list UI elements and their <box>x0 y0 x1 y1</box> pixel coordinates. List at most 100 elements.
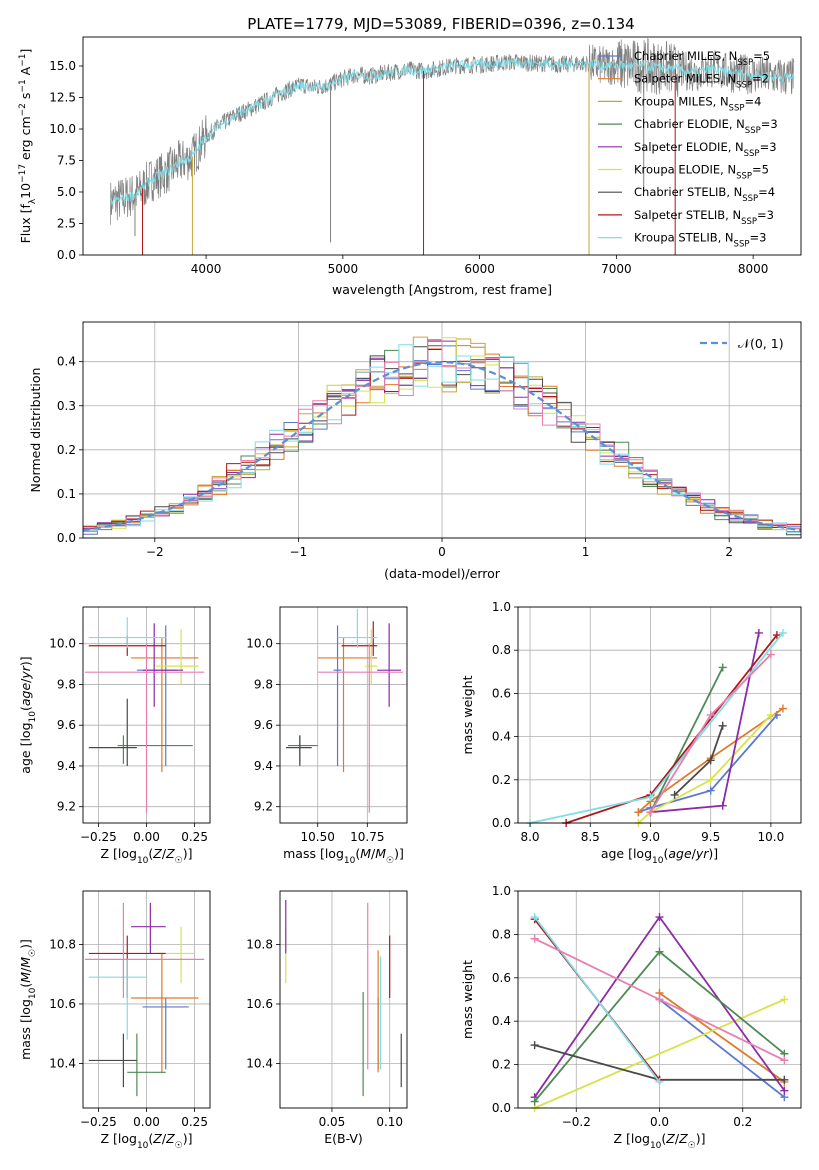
plot-area <box>83 891 210 1108</box>
label-part: λ <box>28 198 38 204</box>
legend-label-kroupa_stelib: Kroupa STELIB, NSSP=3 <box>634 231 766 250</box>
legend-label-salpeter_stelib: Salpeter STELIB, NSSP=3 <box>634 208 774 227</box>
legend-label-chabrier_stelib: Chabrier STELIB, NSSP=4 <box>634 185 775 204</box>
mass-weight-marker-salpeter_miles <box>634 808 643 817</box>
legend-text: Kroupa STELIB, N <box>634 231 734 245</box>
x-tick-label: 5000 <box>328 262 359 276</box>
legend-sub: SSP <box>736 81 752 91</box>
legend-text: Kroupa ELODIE, N <box>634 163 736 177</box>
legend-text: Kroupa MILES, N <box>634 94 729 108</box>
mass-weight-line-chabrier_elodie <box>649 667 724 813</box>
mass-weight-line-kroupa_elodie <box>637 714 772 824</box>
mass-weight-marker-salpeter_miles <box>778 704 787 713</box>
y-tick-label: 0.2 <box>492 773 511 787</box>
mass-weight-marker-kroupa_elodie <box>706 775 715 784</box>
y-tick-label: 15.0 <box>49 59 76 73</box>
label-part: Z <box>665 1131 675 1146</box>
spectrum-y-label: Flux [fλ10−17 erg cm−2 s−1 A−1] <box>18 49 38 244</box>
mass-weight-line-kroupa_stelib <box>533 916 661 1083</box>
mass-weight-marker-pink <box>766 650 775 659</box>
x-tick-label: 10.50 <box>301 830 335 844</box>
legend-text: Salpeter ELODIE, N <box>634 140 744 154</box>
label-part: age <box>668 846 692 861</box>
legend-label-normal: 𝒩(0, 1) <box>738 336 784 351</box>
residual-histogram-kroupa_stelib <box>83 344 801 533</box>
label-part: 10 <box>137 1141 149 1151</box>
plot-area <box>280 891 407 1108</box>
label-part: Z [ <box>100 846 117 861</box>
axes-frame <box>279 890 408 1109</box>
label-part: )] <box>394 846 404 861</box>
label-part: ( <box>661 1131 666 1146</box>
y-tick-label: 10.0 <box>246 637 273 651</box>
label-part: 10 <box>652 856 664 866</box>
mass-weight-marker-kroupa_stelib <box>530 913 539 922</box>
label-part: ☉ <box>175 1141 183 1151</box>
label-part: 10 <box>18 183 33 199</box>
normal-curve-line <box>82 360 802 532</box>
label-part: s <box>18 93 33 104</box>
legend-text: Salpeter STELIB, N <box>634 208 741 222</box>
label-part: )] <box>708 846 718 861</box>
y-axis-label: mass weight <box>460 960 475 1039</box>
legend-text: Chabrier ELODIE, N <box>634 117 745 131</box>
label-part: log <box>631 1131 650 1146</box>
y-tick-label: 1.0 <box>492 600 511 614</box>
mass-weight-marker-chabrier_elodie <box>718 663 727 672</box>
legend-suffix: =3 <box>757 208 774 222</box>
y-tick-label: 7.5 <box>57 153 76 167</box>
y-tick-label: 10.0 <box>49 122 76 136</box>
y-tick-label: 1.0 <box>492 884 511 898</box>
y-tick-label: 12.5 <box>49 90 76 104</box>
plot-mass_vs_ebv: 0.05 0.10 10.4 10.6 10.8 E(B-V) <box>246 890 408 1146</box>
label-part: erg cm <box>18 116 33 164</box>
x-tick-label: 1 <box>582 545 590 559</box>
label-part: / <box>162 1131 167 1146</box>
plot-area <box>82 322 802 539</box>
label-part: wavelength [Angstrom, rest frame] <box>332 282 552 297</box>
plot-area <box>110 37 795 255</box>
mass-weight-marker-chabrier_stelib <box>670 790 679 799</box>
mass-weight-marker-chabrier_stelib <box>530 1041 539 1050</box>
y-axis-label: age [log10(age/yr)] <box>18 656 38 773</box>
x-tick-label: 6000 <box>464 262 495 276</box>
axes-frame <box>82 890 211 1109</box>
label-part: log <box>118 1131 137 1146</box>
label-part: age [ <box>601 846 633 861</box>
mass-weight-marker-chabrier_elodie <box>655 947 664 956</box>
mass-weight-marker-salpeter_elodie <box>655 913 664 922</box>
label-part: )] <box>183 1131 193 1146</box>
x-tick-label: 8000 <box>738 262 769 276</box>
y-tick-label: 0.4 <box>492 730 511 744</box>
label-part: age <box>18 683 33 707</box>
y-tick-label: 10.8 <box>246 938 273 952</box>
y-tick-label: 9.4 <box>254 759 273 773</box>
legend-sub: SSP <box>745 126 761 136</box>
legend-suffix: =3 <box>749 231 766 245</box>
x-tick-label: 9.0 <box>641 830 660 844</box>
legend-sub: SSP <box>742 194 758 204</box>
legend-label-kroupa_elodie: Kroupa ELODIE, NSSP=5 <box>634 163 769 182</box>
x-tick-label: −1 <box>290 545 308 559</box>
label-part: 10 <box>28 711 38 723</box>
x-tick-label: −2 <box>146 545 164 559</box>
label-part: Z <box>165 1131 175 1146</box>
mass-weight-marker-kroupa_stelib <box>655 1077 664 1086</box>
x-axis-label: E(B-V) <box>324 1131 363 1146</box>
x-tick-label: −0.25 <box>80 1115 117 1129</box>
mass-weight-line-chabrier_miles <box>658 998 785 1098</box>
label-part: )] <box>183 846 193 861</box>
mass-weight-line-salpeter_miles <box>658 992 785 1083</box>
label-part: ☉ <box>28 949 38 957</box>
label-part: )] <box>18 656 33 666</box>
spectrum-x-label: wavelength [Angstrom, rest frame] <box>332 282 552 297</box>
label-part: −1 <box>18 79 28 92</box>
x-tick-label: 0 <box>438 545 446 559</box>
y-tick-label: 9.6 <box>254 718 273 732</box>
label-part: A <box>18 66 33 79</box>
residuals-y-label: Normed distribution <box>28 368 43 493</box>
legend-suffix: =2 <box>752 72 769 86</box>
